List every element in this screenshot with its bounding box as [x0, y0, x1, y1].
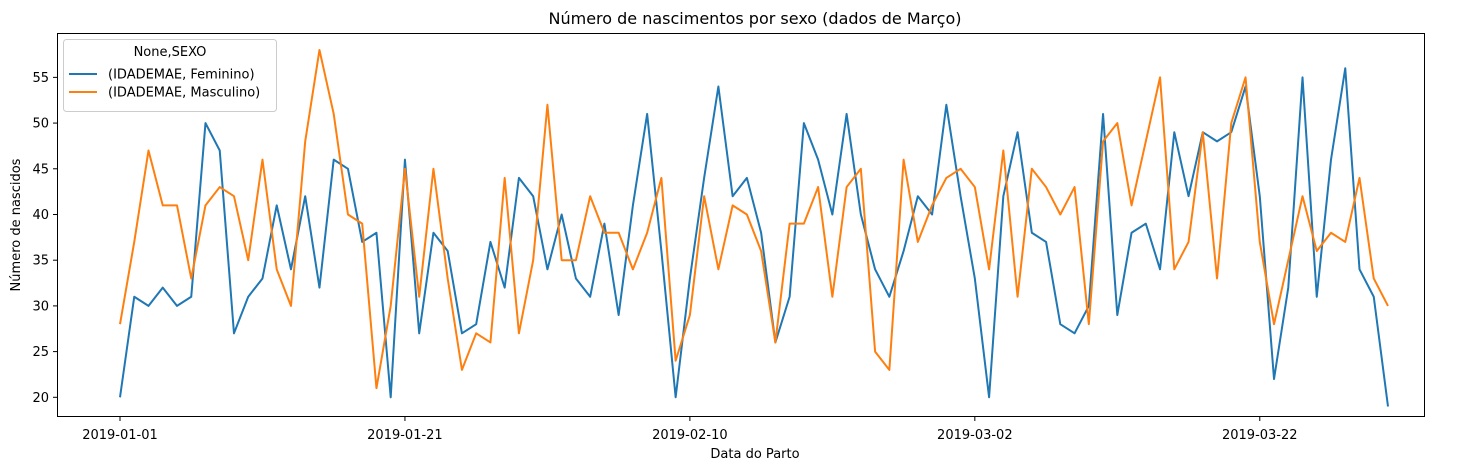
y-tick-label: 20	[32, 391, 49, 406]
x-tick-label: 2019-03-22	[1222, 428, 1298, 443]
series-layer	[119, 48, 1389, 407]
axis-layer: 20 25 30 35 40 45 50 55 2019-01-01 2019-01-21 2019…	[32, 71, 1297, 443]
x-axis-label: Data do Parto	[710, 447, 799, 462]
series-line-feminino	[119, 67, 1389, 407]
legend-label-masculino: (IDADEMAE, Masculino)	[108, 86, 260, 101]
x-tick-label: 2019-01-21	[367, 428, 443, 443]
y-tick-label: 30	[32, 299, 49, 314]
y-tick-label: 55	[32, 71, 49, 86]
legend-title: None,SEXO	[134, 45, 207, 60]
y-tick-label: 35	[32, 254, 49, 269]
y-tick-label: 45	[32, 162, 49, 177]
x-tick-label: 2019-03-02	[937, 428, 1013, 443]
chart-title: Número de nascimentos por sexo (dados de…	[549, 9, 962, 28]
legend: None,SEXO (IDADEMAE, Feminino) (IDADEMAE…	[63, 39, 277, 112]
legend-label-feminino: (IDADEMAE, Feminino)	[108, 68, 255, 83]
series-line-masculino	[119, 48, 1389, 390]
plot-frame	[57, 33, 1425, 417]
x-tick-label: 2019-02-10	[652, 428, 728, 443]
y-axis-label: Número de nascidos	[9, 158, 24, 291]
x-tick-label: 2019-01-01	[82, 428, 158, 443]
y-tick-label: 40	[32, 208, 49, 223]
y-tick-label: 50	[32, 117, 49, 132]
legend-box	[63, 39, 277, 112]
y-tick-label: 25	[32, 345, 49, 360]
